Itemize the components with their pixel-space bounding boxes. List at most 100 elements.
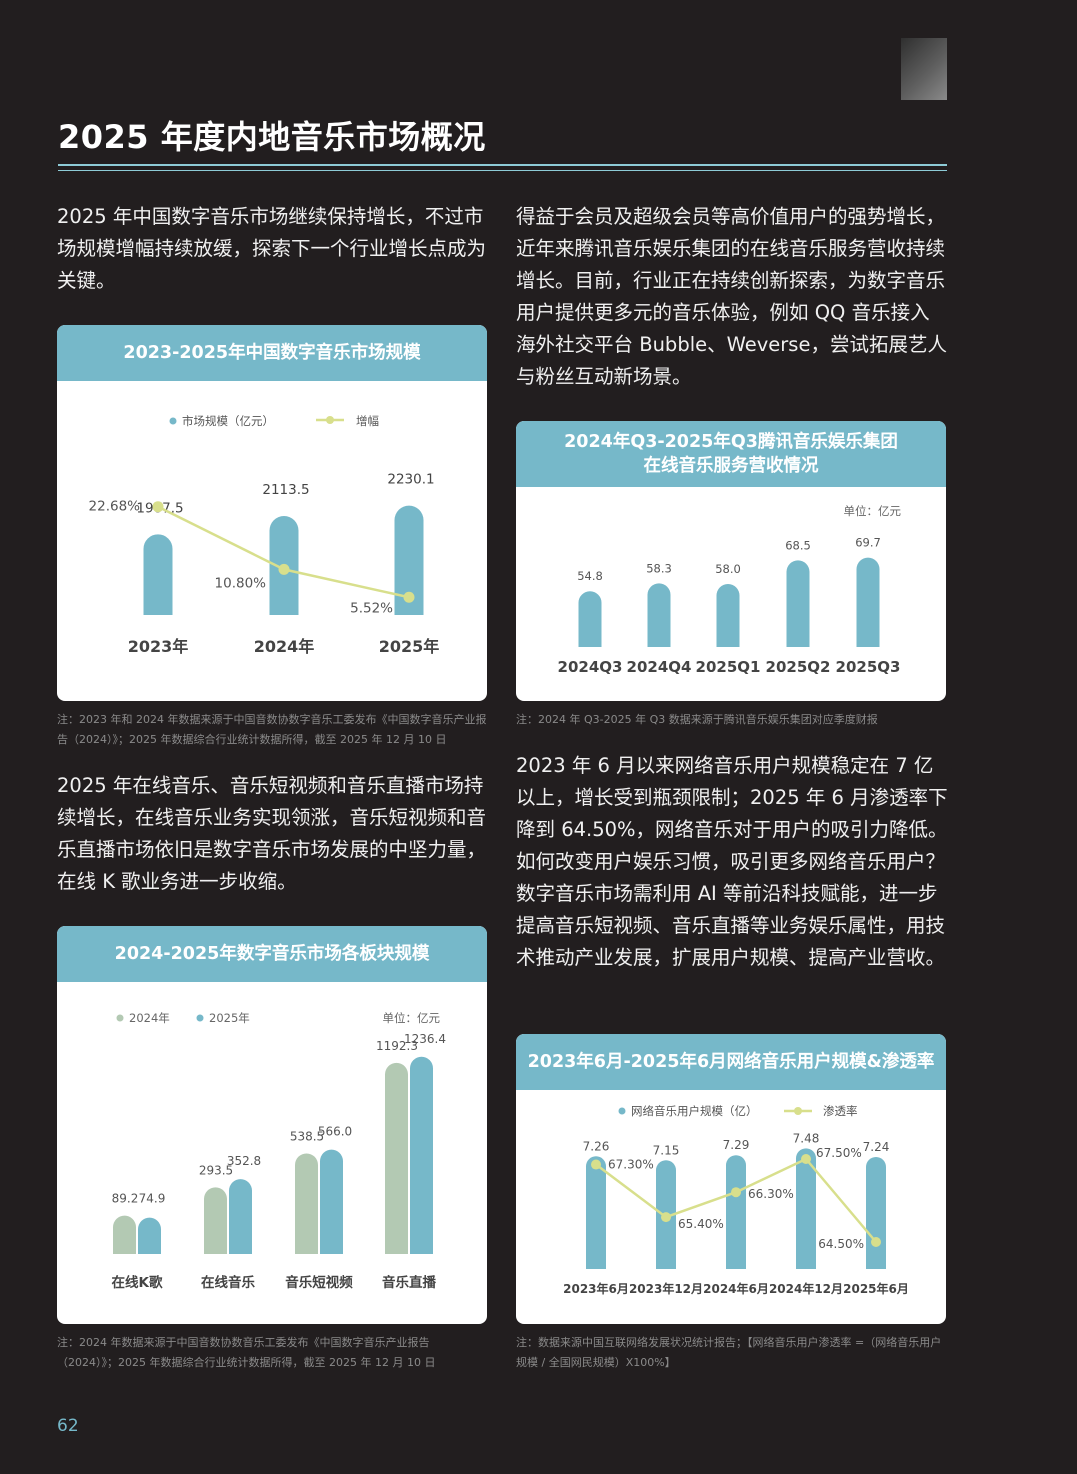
rate-label: 64.50%	[818, 1237, 864, 1251]
tme-revenue-chart: 单位：亿元 54.8 2024Q3 58.3 2024Q4 58.0 2025Q1 68.5 2…	[558, 504, 902, 676]
legend-swatch-users	[618, 1107, 626, 1115]
title-divider	[58, 164, 947, 166]
data-label: 69.7	[855, 536, 881, 550]
rate-point	[801, 1154, 811, 1164]
users-chart-card: 2023年6月-2025年6月网络音乐用户规模&渗透率 网络音乐用户规模（亿） 渗…	[516, 1034, 946, 1324]
rate-point	[591, 1159, 601, 1170]
bar-2024	[113, 1215, 136, 1254]
unit-label: 单位：亿元	[844, 504, 902, 518]
category-label: 2024年6月	[703, 1281, 769, 1296]
bar-2025	[138, 1217, 161, 1254]
legend-label: 市场规模（亿元）	[182, 414, 274, 428]
bar	[586, 1156, 606, 1269]
category-label: 2024年	[254, 637, 315, 656]
intro-paragraph: 2025 年中国数字音乐市场继续保持增长，不过市场规模增幅持续放缓，探索下一个行…	[57, 205, 487, 292]
bar-2024	[295, 1153, 318, 1254]
legend-label: 增幅	[356, 414, 379, 428]
data-label: 58.3	[646, 561, 672, 575]
chart-note: 注：2024 年数据来源于中国音数协数音乐工委发布《中国数字音乐产业报告（202…	[57, 1336, 436, 1369]
chart-title: 2024年Q3-2025年Q3腾讯音乐娱乐集团 在线音乐服务营收情况	[516, 421, 946, 487]
data-label: 54.8	[577, 569, 603, 583]
bar	[716, 584, 740, 647]
category-label: 2024Q4	[627, 658, 692, 676]
chart-title: 2023-2025年中国数字音乐市场规模	[57, 325, 487, 381]
data-label: 58.0	[715, 562, 741, 576]
tme-revenue-chart-card: 2024年Q3-2025年Q3腾讯音乐娱乐集团 在线音乐服务营收情况 单位：亿元…	[516, 421, 946, 701]
chart-note: 注：数据来源中国互联网络发展状况统计报告；【网络音乐用户渗透率 =（网络音乐用户…	[516, 1336, 942, 1369]
page-number: 62	[57, 1416, 79, 1436]
rate-point	[871, 1237, 881, 1247]
category-label: 在线K歌	[112, 1274, 163, 1291]
rate-label: 66.30%	[748, 1187, 794, 1201]
category-label: 音乐直播	[382, 1274, 436, 1291]
data-label-2024: 89.2	[112, 1192, 139, 1206]
data-label: 7.15	[653, 1143, 680, 1157]
chart-title: 2024-2025年数字音乐市场各板块规模	[57, 926, 487, 982]
title-divider-thin	[58, 170, 947, 171]
rate-label: 67.50%	[816, 1146, 862, 1160]
growth-label: 5.52%	[350, 600, 393, 616]
category-label: 2025Q1	[696, 658, 761, 676]
growth-label: 10.80%	[215, 575, 267, 591]
category-label: 2024Q3	[558, 658, 623, 676]
category-label: 2023年12月	[629, 1281, 703, 1296]
category-label: 2025年6月	[843, 1281, 909, 1296]
data-label: 7.29	[723, 1138, 750, 1152]
chart-title-line2: 在线音乐服务营收情况	[643, 456, 819, 476]
data-label-2025: 1236.4	[404, 1032, 446, 1046]
category-label: 2025年	[379, 637, 440, 656]
bar-2025	[320, 1149, 343, 1254]
legend-swatch-2025	[196, 1014, 204, 1022]
data-label: 7.48	[793, 1131, 820, 1145]
growth-point	[403, 591, 415, 603]
segments-paragraph: 2025 年在线音乐、音乐短视频和音乐直播市场持续增长，在线音乐业务实现领涨，音…	[57, 774, 487, 893]
market-size-chart-card: 2023-2025年中国数字音乐市场规模 市场规模（亿元）增幅1907.5202…	[57, 325, 487, 701]
bar	[143, 534, 173, 615]
market-size-chart: 市场规模（亿元）增幅1907.52023年2113.52024年2230.120…	[89, 414, 440, 656]
bar	[578, 591, 602, 647]
growth-point	[152, 501, 164, 513]
data-label-2024: 538.5	[290, 1129, 324, 1143]
bar-2025	[410, 1056, 433, 1254]
data-label-2025: 352.8	[227, 1154, 261, 1168]
legend-label: 2024年	[129, 1011, 170, 1025]
legend-swatch-market-size	[169, 417, 177, 425]
users-paragraph: 2023 年 6 月以来网络音乐用户规模稳定在 7 亿以上，增长受到瓶颈限制；2…	[516, 754, 948, 969]
category-label: 2023年	[128, 637, 189, 656]
bar	[786, 560, 810, 647]
category-label: 2024年12月	[769, 1281, 843, 1296]
data-label: 7.24	[863, 1140, 890, 1154]
rate-label: 67.30%	[608, 1158, 654, 1172]
data-label-2025: 74.9	[139, 1192, 166, 1206]
rate-point	[731, 1187, 741, 1198]
bar-2024	[204, 1187, 227, 1254]
legend-label: 渗透率	[823, 1104, 858, 1118]
tme-paragraph: 得益于会员及超级会员等高价值用户的强势增长，近年来腾讯音乐娱乐集团的在线音乐服务…	[516, 205, 947, 388]
legend-label: 网络音乐用户规模（亿）	[631, 1104, 758, 1118]
category-label: 2025Q3	[836, 658, 901, 676]
bar	[796, 1148, 816, 1269]
rate-point	[661, 1212, 671, 1223]
chart-title-line1: 2024年Q3-2025年Q3腾讯音乐娱乐集团	[564, 432, 898, 452]
data-label-2024: 293.5	[199, 1163, 233, 1177]
bar-2025	[229, 1179, 252, 1254]
legend-swatch-2024	[116, 1014, 124, 1022]
category-label: 在线音乐	[201, 1274, 255, 1291]
rate-label: 65.40%	[678, 1217, 724, 1231]
legend-swatch-growth-dot	[326, 416, 334, 424]
legend-label: 2025年	[209, 1011, 250, 1025]
legend-swatch-rate-dot	[794, 1107, 802, 1115]
chart-note: 注：2023 年和 2024 年数据来源于中国音数协数字音乐工委发布《中国数字音…	[57, 713, 487, 746]
users-chart: 网络音乐用户规模（亿） 渗透率 7.26 2023年6月 7.15 2023年12月 7.2…	[563, 1104, 909, 1296]
data-label: 2113.5	[262, 482, 309, 498]
category-label: 2023年6月	[563, 1281, 629, 1296]
unit-label: 单位：亿元	[383, 1011, 441, 1025]
segment-size-chart-card: 2024-2025年数字音乐市场各板块规模 2024年 2025年 单位：亿元 89.…	[57, 926, 487, 1324]
page-title: 2025 年度内地音乐市场概况	[58, 118, 486, 156]
data-label: 7.26	[583, 1139, 610, 1153]
chart-note: 注：2024 年 Q3-2025 年 Q3 数据来源于腾讯音乐娱乐集团对应季度财…	[516, 713, 878, 726]
data-label-2025: 566.0	[318, 1125, 352, 1139]
data-label: 2230.1	[387, 472, 434, 488]
bar	[866, 1157, 886, 1269]
